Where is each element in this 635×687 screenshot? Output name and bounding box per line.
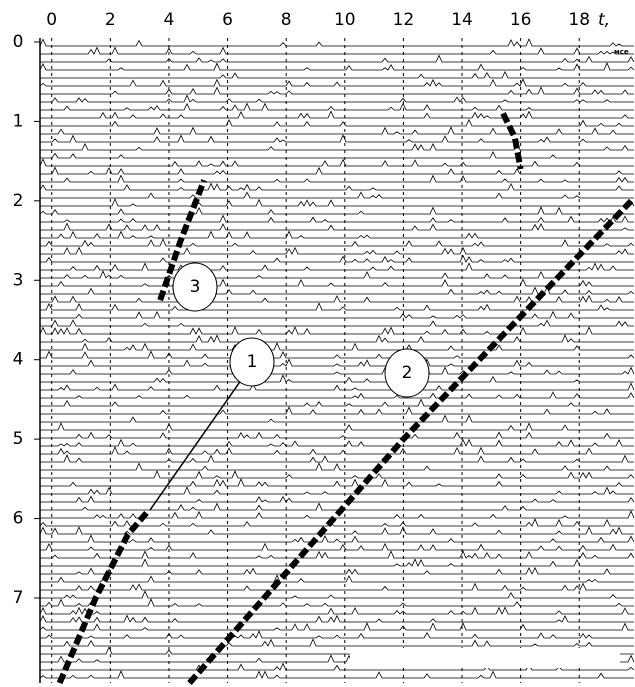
seismogram-figure: t, мсе 02468101214161801234567123 bbox=[0, 0, 635, 687]
y-tick-label: 2 bbox=[13, 191, 24, 211]
x-tick-label: 4 bbox=[164, 10, 175, 30]
x-tick-label: 0 bbox=[46, 10, 57, 30]
event-label: 1 bbox=[247, 352, 258, 372]
x-tick-label: 14 bbox=[451, 10, 473, 30]
x-tick-label: 16 bbox=[510, 10, 532, 30]
y-tick-label: 5 bbox=[13, 429, 24, 449]
event-label: 3 bbox=[190, 277, 201, 297]
y-tick-label: 4 bbox=[13, 350, 24, 370]
x-tick-label: 8 bbox=[281, 10, 292, 30]
background bbox=[0, 0, 635, 687]
y-tick-label: 7 bbox=[13, 588, 24, 608]
x-tick-label: 6 bbox=[222, 10, 233, 30]
event-label: 2 bbox=[402, 363, 413, 383]
y-tick-label: 1 bbox=[13, 111, 24, 131]
x-tick-label: 10 bbox=[334, 10, 356, 30]
y-tick-label: 6 bbox=[13, 509, 24, 529]
y-tick-label: 3 bbox=[13, 270, 24, 290]
x-axis-label: t, bbox=[598, 10, 610, 30]
x-unit: мсе bbox=[614, 48, 629, 56]
x-tick-label: 18 bbox=[568, 10, 590, 30]
x-tick-label: 2 bbox=[105, 10, 116, 30]
x-tick-label: 12 bbox=[393, 10, 415, 30]
y-tick-label: 0 bbox=[13, 32, 24, 52]
white-patch bbox=[350, 648, 620, 668]
